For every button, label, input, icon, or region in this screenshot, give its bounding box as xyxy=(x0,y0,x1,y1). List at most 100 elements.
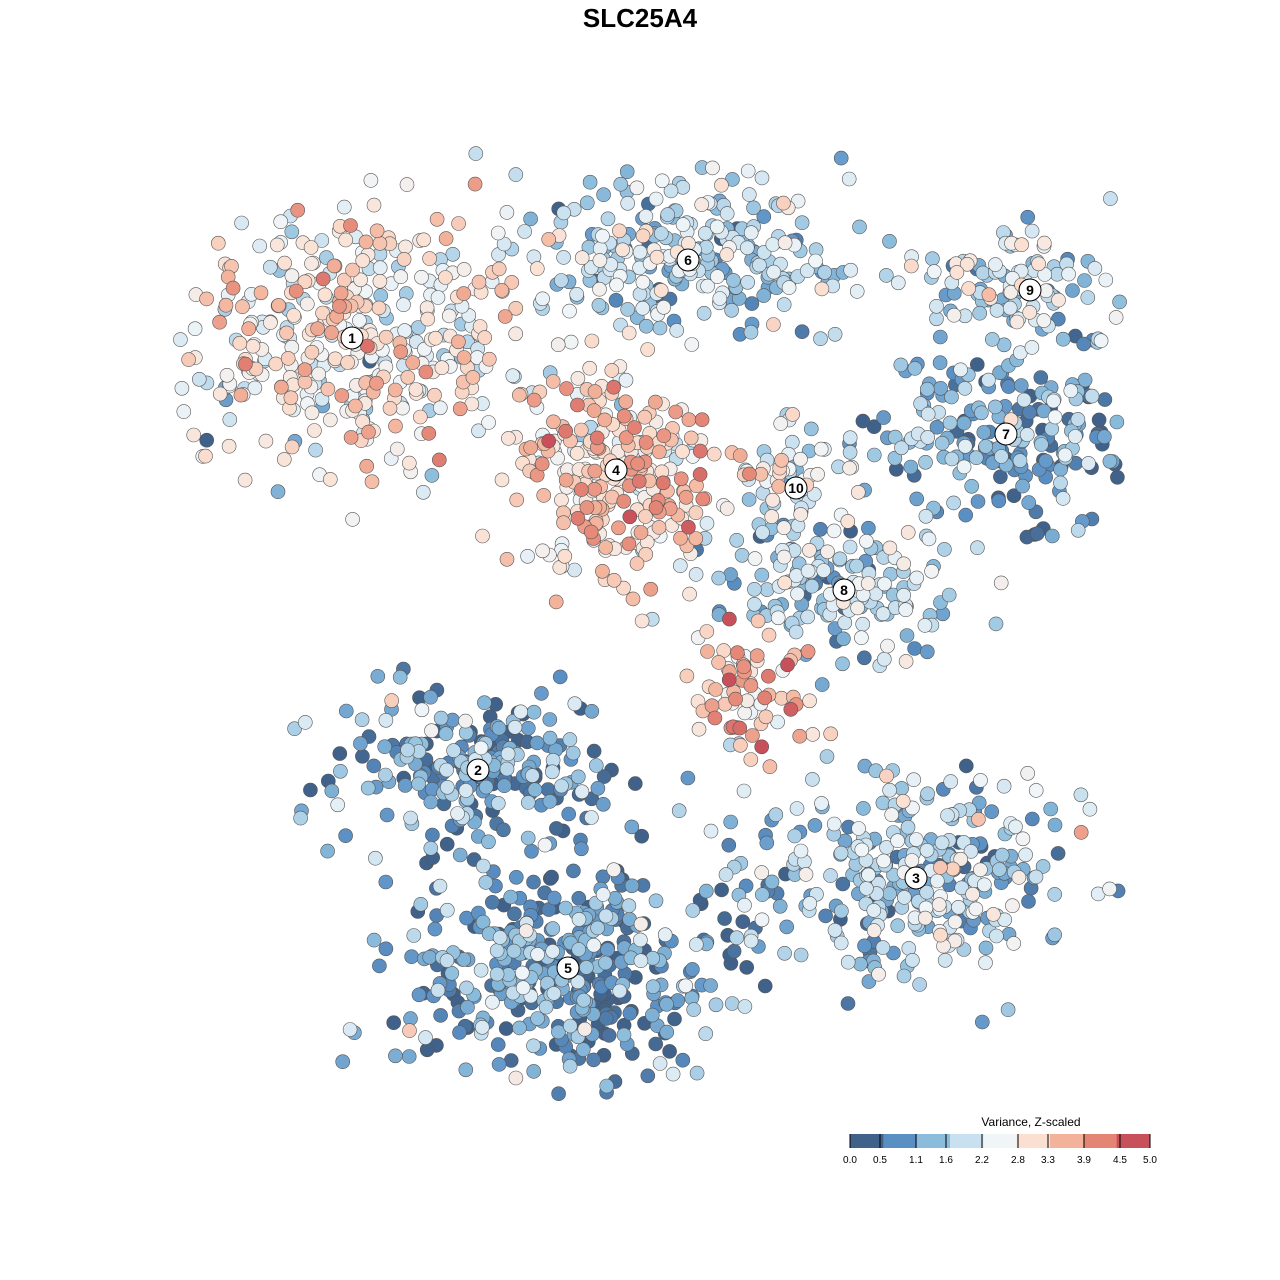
data-point xyxy=(490,225,506,241)
data-point xyxy=(827,922,843,938)
data-point xyxy=(1013,378,1029,393)
data-point xyxy=(592,281,607,297)
data-point xyxy=(1021,894,1036,909)
data-point xyxy=(683,430,699,446)
colorbar-segment xyxy=(1083,1134,1118,1148)
data-point xyxy=(423,794,439,810)
data-point xyxy=(835,876,851,892)
data-point xyxy=(680,770,696,786)
data-point xyxy=(556,250,571,265)
data-point xyxy=(370,668,386,684)
data-point xyxy=(726,943,742,959)
data-point xyxy=(490,796,506,811)
data-point xyxy=(736,659,752,675)
data-point xyxy=(422,949,438,965)
data-point xyxy=(1068,429,1083,444)
data-point xyxy=(618,372,634,388)
data-point xyxy=(508,869,524,885)
data-point xyxy=(1022,405,1037,420)
data-point xyxy=(919,644,935,660)
data-point xyxy=(268,356,284,372)
data-point xyxy=(322,412,338,428)
data-point xyxy=(599,1078,615,1094)
data-point xyxy=(290,202,306,218)
data-point xyxy=(912,977,927,992)
data-point xyxy=(372,273,388,289)
data-point xyxy=(887,429,903,445)
data-point xyxy=(371,300,387,316)
data-point xyxy=(377,739,393,755)
data-point xyxy=(918,454,933,470)
data-point xyxy=(652,1056,668,1071)
data-point xyxy=(400,742,415,758)
data-point xyxy=(505,368,521,384)
data-point xyxy=(651,444,667,460)
data-point xyxy=(596,187,611,202)
data-point xyxy=(703,823,719,839)
data-point xyxy=(654,173,670,189)
cluster-label-badge xyxy=(466,758,490,782)
data-point xyxy=(399,177,415,192)
data-point xyxy=(420,311,436,327)
data-point xyxy=(989,928,1004,944)
data-point xyxy=(558,900,573,916)
data-point xyxy=(284,224,300,240)
data-point xyxy=(794,324,810,340)
data-point xyxy=(432,400,448,416)
data-point xyxy=(174,380,190,396)
data-point xyxy=(513,704,529,720)
data-point xyxy=(359,458,375,474)
data-point xyxy=(338,703,354,719)
data-point xyxy=(1043,801,1058,817)
data-point xyxy=(459,980,474,996)
data-point xyxy=(584,810,599,825)
data-point xyxy=(314,233,330,248)
data-point xyxy=(458,1062,474,1078)
data-point xyxy=(414,269,429,285)
data-point xyxy=(843,262,859,278)
data-point xyxy=(968,450,984,466)
data-point xyxy=(978,439,994,454)
data-point xyxy=(737,705,753,721)
data-point xyxy=(1047,927,1062,943)
data-point xyxy=(638,209,654,224)
data-point xyxy=(284,268,300,284)
data-point xyxy=(981,287,997,303)
data-point xyxy=(595,563,610,579)
cluster-label-badge xyxy=(1018,278,1042,302)
data-point xyxy=(445,247,461,262)
data-point xyxy=(684,337,700,352)
data-point xyxy=(653,283,669,298)
data-point xyxy=(526,392,542,408)
data-point xyxy=(648,1036,664,1052)
data-point xyxy=(1097,392,1113,407)
data-point xyxy=(403,810,418,826)
data-point xyxy=(743,225,759,240)
cluster-label-3: 3 xyxy=(904,866,928,890)
data-point xyxy=(842,444,858,460)
data-point xyxy=(573,422,589,438)
data-point xyxy=(552,669,568,685)
data-point xyxy=(1033,370,1049,385)
data-point xyxy=(512,1020,527,1036)
data-point xyxy=(419,1042,435,1058)
data-point xyxy=(616,408,632,424)
data-point xyxy=(761,668,776,684)
data-point xyxy=(792,728,808,744)
data-point xyxy=(714,177,729,193)
data-point xyxy=(984,804,1000,820)
data-point xyxy=(694,197,710,212)
data-point xyxy=(234,215,249,231)
data-point xyxy=(609,277,624,293)
data-point xyxy=(400,369,416,385)
data-point xyxy=(633,953,649,969)
data-point xyxy=(953,851,969,867)
data-point xyxy=(414,702,430,718)
data-point xyxy=(333,285,349,301)
data-point xyxy=(1047,409,1063,425)
data-point xyxy=(896,587,912,603)
colorbar-ticks: 0.0 0.5 1.1 1.6 2.2 2.8 3.3 3.9 4.5 5.0 xyxy=(843,1134,1157,1166)
data-point xyxy=(293,810,308,826)
data-point xyxy=(348,398,363,414)
data-point xyxy=(542,712,558,727)
